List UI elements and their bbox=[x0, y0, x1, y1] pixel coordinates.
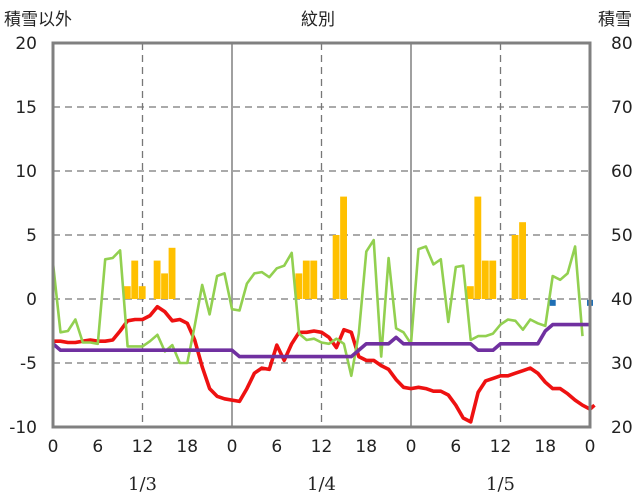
precip-bar-0 bbox=[123, 286, 131, 299]
left-ticks: -10 -5 0 5 10 15 20 bbox=[9, 34, 37, 438]
x-tick-1: 6 bbox=[92, 437, 103, 457]
bars-layer bbox=[123, 196, 527, 299]
x-tick-0: 0 bbox=[48, 437, 59, 457]
precip-bar-14 bbox=[489, 260, 497, 299]
date-labels: 1/3 1/4 1/5 bbox=[128, 474, 515, 495]
chart-title: 紋別 bbox=[301, 10, 335, 30]
precip-bar-13 bbox=[481, 260, 489, 299]
left-tick-5: 15 bbox=[15, 98, 37, 118]
x-tick-11: 18 bbox=[534, 437, 556, 457]
precip-bar-3 bbox=[153, 260, 161, 299]
right-tick-0: 20 bbox=[611, 418, 633, 438]
plot-frame bbox=[51, 41, 592, 429]
x-tick-3: 18 bbox=[176, 437, 198, 457]
precip-bar-9 bbox=[332, 235, 340, 299]
x-tick-7: 18 bbox=[355, 437, 377, 457]
series-line-2 bbox=[51, 238, 584, 378]
x-tick-9: 6 bbox=[450, 437, 461, 457]
right-tick-5: 70 bbox=[611, 98, 633, 118]
markers-layer bbox=[549, 299, 593, 306]
left-tick-6: 20 bbox=[15, 34, 37, 54]
precip-bar-11 bbox=[466, 286, 474, 299]
precip-bar-12 bbox=[474, 196, 482, 299]
precip-bar-1 bbox=[131, 260, 139, 299]
grid-layer bbox=[53, 43, 590, 427]
date-label-1: 1/4 bbox=[307, 474, 336, 495]
date-label-2: 1/5 bbox=[486, 474, 515, 495]
left-tick-4: 10 bbox=[15, 162, 37, 182]
snowfall-marker-0 bbox=[549, 299, 556, 306]
x-tick-12: 0 bbox=[585, 437, 596, 457]
left-tick-3: 5 bbox=[26, 226, 37, 246]
left-tick-2: 0 bbox=[26, 290, 37, 310]
lines-layer bbox=[51, 238, 596, 424]
x-tick-8: 0 bbox=[406, 437, 417, 457]
precip-bar-10 bbox=[340, 196, 348, 299]
right-tick-3: 50 bbox=[611, 226, 633, 246]
precip-bar-5 bbox=[168, 247, 176, 299]
precip-bar-6 bbox=[295, 273, 303, 299]
left-tick-0: -10 bbox=[9, 418, 37, 438]
right-tick-6: 80 bbox=[611, 34, 633, 54]
x-tick-5: 6 bbox=[271, 437, 282, 457]
series-line-3 bbox=[51, 322, 590, 359]
x-tick-4: 0 bbox=[227, 437, 238, 457]
series-line-1 bbox=[53, 304, 596, 424]
x-tick-10: 12 bbox=[490, 437, 512, 457]
right-tick-2: 40 bbox=[611, 290, 633, 310]
right-tick-1: 30 bbox=[611, 354, 633, 374]
precip-bar-7 bbox=[302, 260, 310, 299]
x-tick-6: 12 bbox=[311, 437, 333, 457]
left-tick-1: -5 bbox=[20, 354, 37, 374]
precip-bar-15 bbox=[511, 235, 519, 299]
x-ticks: 0 6 12 18 0 6 12 18 0 6 12 18 0 bbox=[48, 437, 596, 457]
precip-bar-16 bbox=[519, 222, 527, 299]
precip-bar-8 bbox=[310, 260, 318, 299]
precip-bar-2 bbox=[138, 286, 146, 299]
right-ticks: 20 30 40 50 60 70 80 bbox=[611, 34, 633, 438]
date-label-0: 1/3 bbox=[128, 474, 157, 495]
left-axis-label: 積雪以外 bbox=[4, 10, 72, 30]
precip-bar-4 bbox=[161, 273, 169, 299]
right-tick-4: 60 bbox=[611, 162, 633, 182]
x-tick-2: 12 bbox=[132, 437, 154, 457]
right-axis-label: 積雪 bbox=[598, 10, 632, 30]
